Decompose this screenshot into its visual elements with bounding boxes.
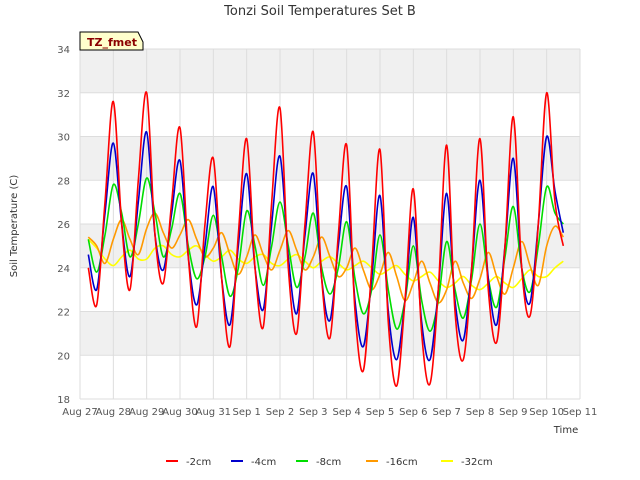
badge-label: TZ_fmet (87, 36, 137, 49)
x-axis-title: Time (553, 425, 578, 436)
legend-label: -32cm (461, 457, 493, 468)
x-tick-label: Sep 7 (432, 407, 460, 418)
x-tick-label: Sep 9 (499, 407, 527, 418)
x-tick-label: Sep 5 (366, 407, 394, 418)
plot-band (80, 136, 580, 181)
legend-label: -8cm (316, 457, 341, 468)
series-line-m2cm (87, 91, 565, 387)
x-tick-label: Sep 2 (266, 407, 294, 418)
x-tick-label: Aug 28 (96, 407, 131, 418)
series-lines (87, 91, 565, 387)
x-tick-label: Aug 29 (129, 407, 164, 418)
badge-box (79, 31, 144, 51)
y-tick-labels: 18 20 22 24 26 28 30 32 34 (57, 45, 70, 406)
x-tick-label: Sep 3 (299, 407, 327, 418)
y-tick-label: 30 (57, 133, 70, 144)
legend-label: -16cm (386, 457, 418, 468)
chart-title: Tonzi Soil Temperatures Set B (223, 4, 416, 19)
x-tick-label: Sep 8 (466, 407, 494, 418)
x-tick-label: Sep 11 (563, 407, 598, 418)
y-axis-title: Soil Temperature (C) (9, 175, 20, 278)
y-tick-label: 20 (57, 351, 70, 362)
y-tick-label: 22 (57, 308, 70, 319)
legend-label: -4cm (251, 457, 276, 468)
x-tick-label: Sep 6 (399, 407, 427, 418)
x-tick-label: Aug 27 (62, 407, 97, 418)
x-tick-label: Sep 4 (332, 407, 360, 418)
x-tick-label: Sep 10 (529, 407, 564, 418)
x-tick-label: Aug 31 (196, 407, 231, 418)
legend: -2cm -4cm -8cm -16cm -32cm (166, 457, 493, 468)
station-badge: TZ_fmet (79, 31, 144, 51)
y-tick-label: 32 (57, 89, 70, 100)
y-tick-label: 24 (57, 264, 70, 275)
x-tick-label: Sep 1 (232, 407, 260, 418)
y-tick-label: 18 (57, 395, 70, 406)
legend-label: -2cm (186, 457, 211, 468)
plot-band (80, 49, 580, 93)
y-tick-label: 34 (57, 45, 70, 56)
x-tick-label: Aug 30 (162, 407, 197, 418)
y-tick-label: 28 (57, 176, 70, 187)
y-tick-label: 26 (57, 220, 70, 231)
